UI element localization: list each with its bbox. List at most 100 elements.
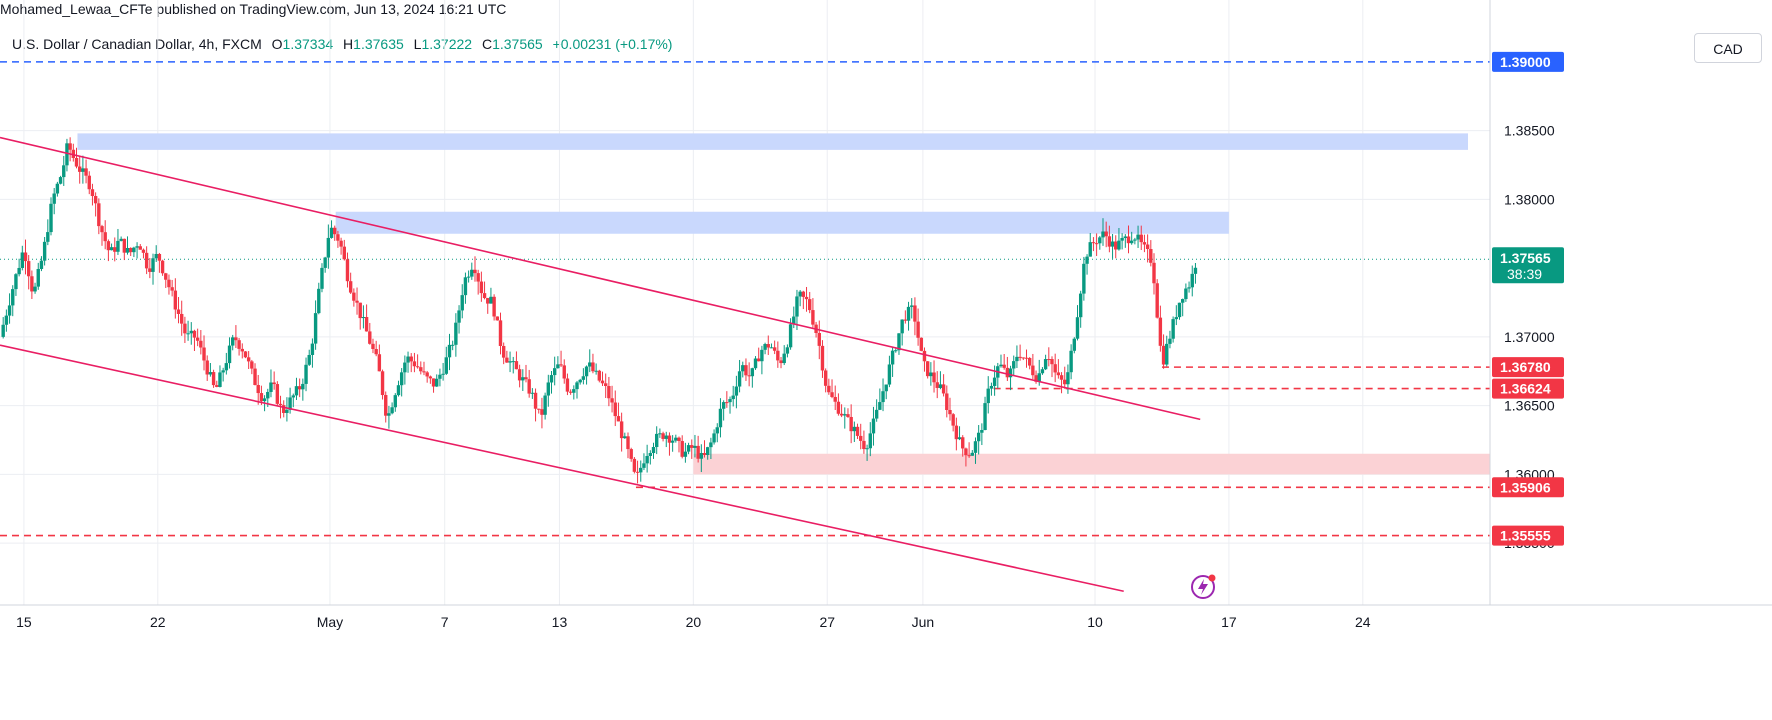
candle [948, 397, 952, 421]
candle [189, 322, 193, 345]
candle-body [785, 347, 790, 354]
time-tick-label: 20 [686, 614, 702, 630]
candle-body [600, 380, 605, 384]
price-tag-label: 1.35906 [1500, 479, 1551, 495]
ohlc-close: C1.37565 [482, 36, 543, 52]
candle-body [699, 453, 704, 459]
candle-body [779, 360, 783, 364]
candle [629, 447, 633, 462]
candle [706, 446, 710, 460]
time-axis[interactable]: 15 22 May 7 13 20 27 Jun 10 17 24 [16, 614, 1371, 630]
candle-body [419, 367, 423, 372]
candle [310, 338, 315, 368]
candle [530, 388, 535, 399]
candle-body [205, 360, 209, 375]
candle-body [562, 365, 566, 379]
candle-body [1037, 373, 1041, 382]
candle-body [718, 408, 723, 428]
candle-body [964, 448, 968, 456]
candle [970, 450, 974, 456]
candle-body [1034, 375, 1038, 382]
candle-body [310, 343, 315, 355]
candle-body [890, 350, 895, 365]
candle [492, 294, 496, 321]
candle-body [46, 232, 50, 242]
candle [46, 219, 50, 246]
symbol-name[interactable]: U.S. Dollar / Canadian Dollar, 4h, FXCM [12, 36, 262, 52]
candle [1149, 240, 1153, 267]
candle-body [90, 189, 95, 197]
candle-body [524, 377, 528, 380]
candle-body [30, 276, 34, 292]
candle [718, 398, 723, 438]
candle-body [954, 425, 959, 440]
candle [447, 333, 452, 371]
candle-body [932, 372, 936, 383]
candle-body [109, 247, 114, 251]
candle [342, 239, 346, 261]
candle-body [792, 316, 796, 325]
candle-body [1085, 256, 1089, 264]
candle-body [93, 196, 98, 204]
candle-body [262, 398, 267, 402]
candle-body [348, 281, 353, 293]
candle [900, 319, 904, 346]
candle [871, 406, 876, 446]
candle-body [409, 356, 413, 362]
candle [164, 272, 168, 288]
candle-body [454, 322, 458, 345]
candle [1031, 353, 1035, 380]
candle-body [282, 405, 286, 413]
replay-icon[interactable] [1191, 574, 1216, 599]
candle-body [74, 157, 79, 167]
candle [457, 305, 461, 334]
candle-body [623, 436, 627, 439]
candle [632, 457, 637, 474]
candle [285, 397, 289, 422]
candle-body [721, 402, 726, 409]
candle-body [1152, 262, 1156, 284]
candle-body [183, 323, 187, 334]
candle-body [607, 386, 611, 399]
candle [575, 380, 579, 399]
candle-body [489, 296, 493, 304]
candle-body [1114, 241, 1118, 250]
candle-body [597, 370, 602, 381]
low-label: L [413, 36, 422, 52]
candle-body [546, 382, 551, 396]
candle [409, 353, 413, 373]
candle [1082, 256, 1086, 301]
candle-body [913, 305, 917, 322]
candle [425, 370, 429, 383]
candle [49, 197, 53, 236]
candle-body [852, 426, 857, 432]
candle-body [215, 385, 219, 387]
candle-body [1043, 359, 1048, 370]
candle-body [55, 183, 60, 194]
candle-body [804, 296, 809, 300]
candle [823, 368, 828, 393]
candle [479, 271, 484, 302]
candle [428, 375, 433, 384]
candle-body [1129, 240, 1134, 244]
candle [508, 351, 512, 373]
candle-body [661, 433, 665, 439]
candle-body [1142, 242, 1147, 245]
candle-body [929, 372, 933, 377]
candle-body [543, 395, 547, 415]
candle-body [186, 333, 190, 335]
time-tick-label: 17 [1221, 614, 1237, 630]
candle-body [527, 379, 531, 394]
candle [84, 159, 88, 184]
candle [100, 224, 104, 246]
candle-body [817, 332, 821, 346]
candle-body [256, 384, 260, 394]
candle-body [173, 290, 178, 310]
candle-body [374, 349, 378, 355]
currency-button[interactable]: CAD [1694, 33, 1762, 63]
candle [597, 369, 602, 383]
candle-body [992, 377, 997, 386]
candle-body [259, 393, 264, 402]
candle [106, 239, 111, 262]
